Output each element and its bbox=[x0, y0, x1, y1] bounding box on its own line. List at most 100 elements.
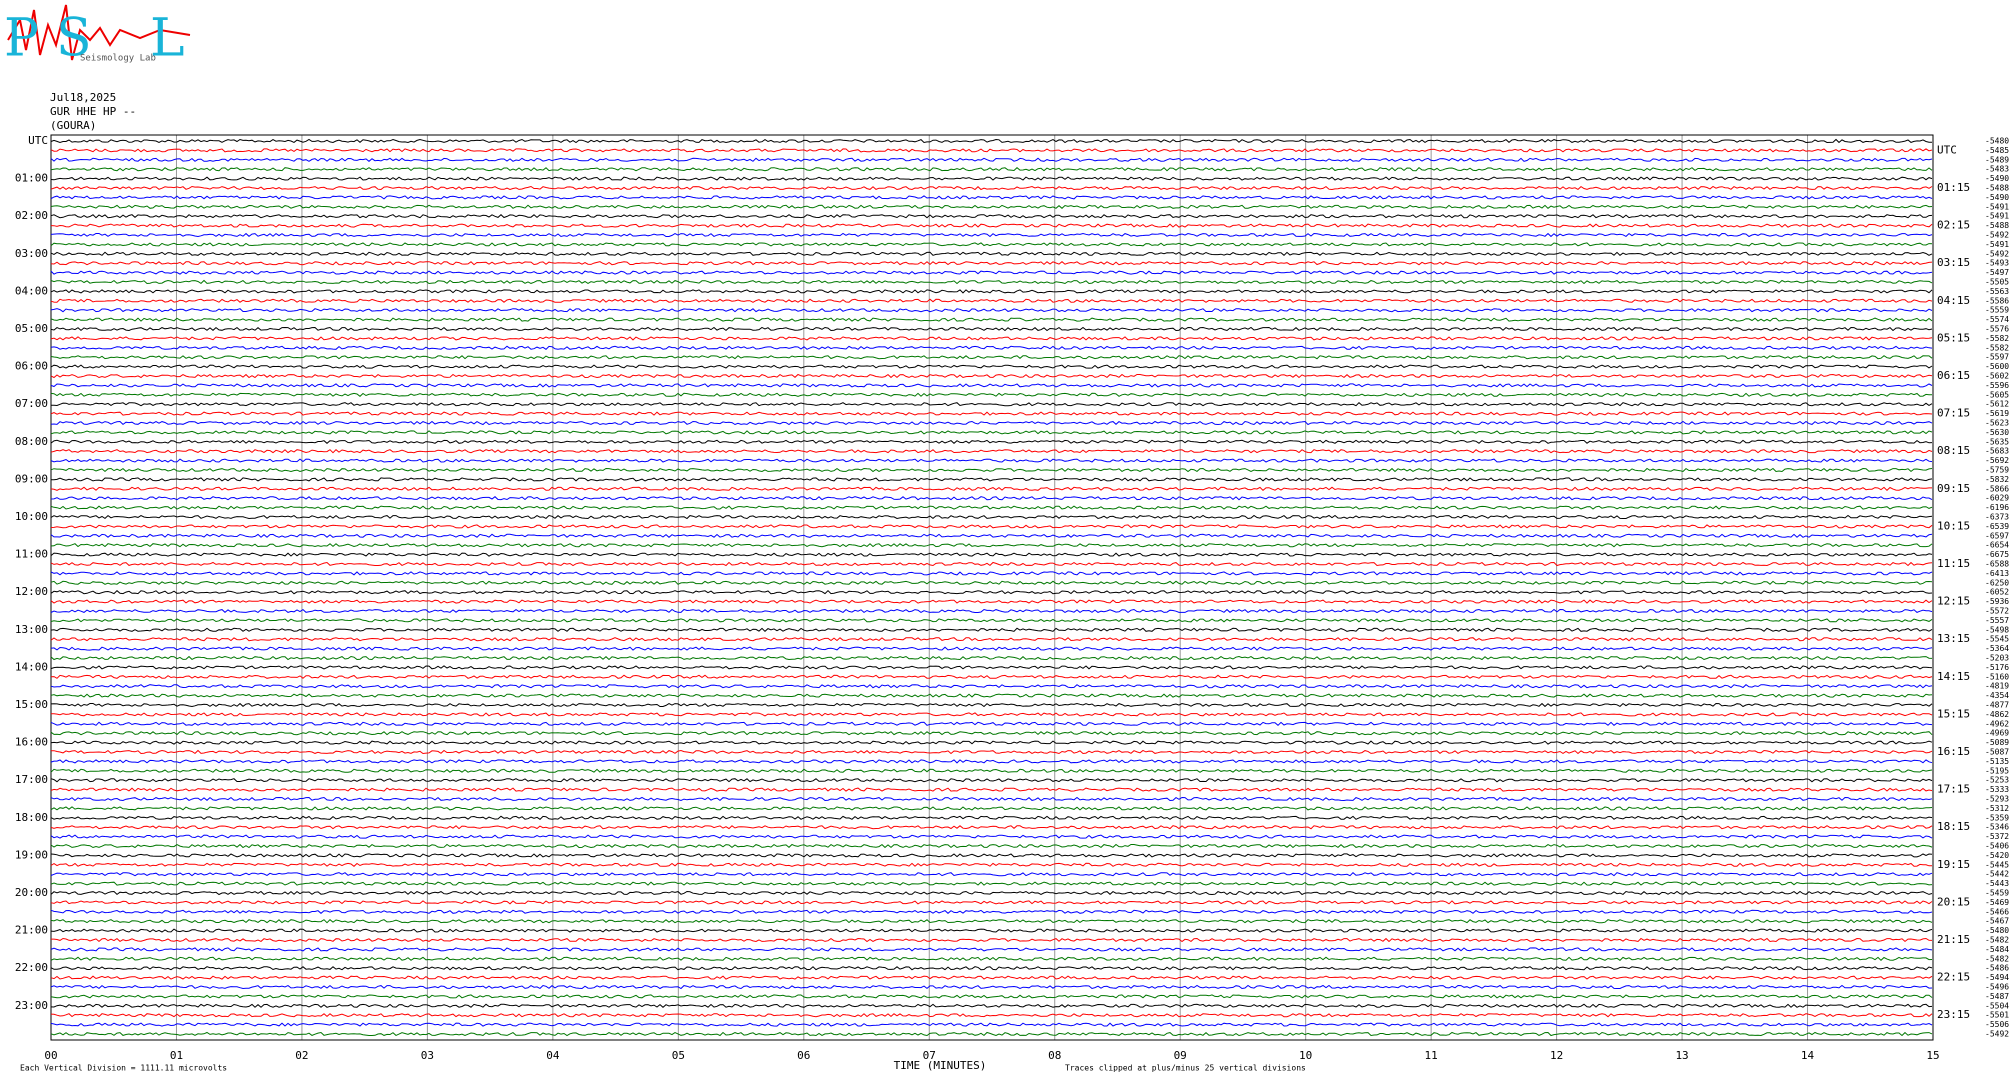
offset-label: -5406 bbox=[1985, 842, 2009, 851]
offset-label: -5491 bbox=[1985, 212, 2009, 221]
x-tick-label: 01 bbox=[170, 1049, 183, 1062]
trace bbox=[50, 138, 1932, 144]
x-label: TIME (MINUTES) bbox=[894, 1059, 987, 1072]
offset-label: -5486 bbox=[1985, 964, 2009, 973]
offset-label: -5466 bbox=[1985, 907, 2009, 916]
trace bbox=[50, 731, 1933, 736]
station: GUR HHE HP -- bbox=[50, 105, 136, 118]
offset-label: -5488 bbox=[1985, 184, 2009, 193]
left-time-label: 18:00 bbox=[15, 811, 48, 824]
left-time-label: 21:00 bbox=[15, 924, 48, 937]
offset-label: -5506 bbox=[1985, 1020, 2009, 1029]
trace bbox=[50, 458, 1933, 463]
trace bbox=[50, 627, 1933, 632]
offset-label: -6029 bbox=[1985, 494, 2009, 503]
right-time-label: 09:15 bbox=[1937, 482, 1970, 495]
right-time-label: 12:15 bbox=[1937, 595, 1970, 608]
trace bbox=[50, 505, 1933, 510]
offset-label: -5623 bbox=[1985, 419, 2009, 428]
offset-label: -5630 bbox=[1985, 428, 2009, 437]
right-time-label: 22:15 bbox=[1937, 971, 1970, 984]
left-time-label: 02:00 bbox=[15, 209, 48, 222]
trace bbox=[50, 392, 1933, 397]
date: Jul18,2025 bbox=[50, 91, 116, 104]
offset-label: -5445 bbox=[1985, 860, 2009, 869]
trace bbox=[50, 232, 1933, 238]
offset-label: -5563 bbox=[1985, 287, 2009, 296]
footer-clip: Traces clipped at plus/minus 25 vertical… bbox=[1065, 1064, 1306, 1073]
right-time-label: 19:15 bbox=[1937, 858, 1970, 871]
trace bbox=[50, 806, 1933, 811]
offset-label: -4969 bbox=[1985, 729, 2009, 738]
offset-label: -5135 bbox=[1985, 757, 2009, 766]
left-time-label: 07:00 bbox=[15, 397, 48, 410]
trace bbox=[50, 1031, 1933, 1037]
offset-label: -5612 bbox=[1985, 400, 2009, 409]
offset-label: -5866 bbox=[1985, 484, 2009, 493]
trace bbox=[50, 994, 1933, 999]
offset-label: -5420 bbox=[1985, 851, 2009, 860]
left-time-label: 14:00 bbox=[15, 660, 48, 673]
offset-label: -5491 bbox=[1985, 240, 2009, 249]
offset-label: -5545 bbox=[1985, 635, 2009, 644]
right-time-label: 03:15 bbox=[1937, 256, 1970, 269]
trace bbox=[50, 195, 1933, 200]
offset-label: -5619 bbox=[1985, 409, 2009, 418]
right-time-label: 15:15 bbox=[1937, 707, 1970, 720]
x-tick-label: 04 bbox=[546, 1049, 560, 1062]
trace bbox=[50, 242, 1933, 247]
trace bbox=[50, 1022, 1933, 1027]
trace bbox=[50, 674, 1933, 679]
offset-label: -4962 bbox=[1985, 719, 2009, 728]
offset-label: -6588 bbox=[1985, 560, 2009, 569]
trace bbox=[50, 345, 1933, 350]
left-time-label: 05:00 bbox=[15, 322, 48, 335]
trace bbox=[51, 937, 1933, 943]
offset-label: -5576 bbox=[1985, 325, 2009, 334]
trace bbox=[51, 712, 1933, 717]
trace bbox=[50, 580, 1933, 585]
trace bbox=[50, 702, 1933, 708]
offset-label: -5490 bbox=[1985, 174, 2009, 183]
offset-label: -5596 bbox=[1985, 381, 2009, 390]
right-time-label: 07:15 bbox=[1937, 407, 1970, 420]
x-tick-label: 09 bbox=[1174, 1049, 1187, 1062]
trace bbox=[50, 261, 1933, 266]
offset-label: -5597 bbox=[1985, 353, 2009, 362]
left-time-label: 04:00 bbox=[15, 284, 48, 297]
trace bbox=[50, 796, 1933, 802]
trace bbox=[50, 862, 1932, 867]
offset-label: -5087 bbox=[1985, 748, 2009, 757]
trace bbox=[50, 167, 1933, 172]
right-time-label: UTC bbox=[1937, 143, 1957, 156]
offset-label: -6654 bbox=[1985, 541, 2009, 550]
logo-s: S bbox=[56, 9, 92, 69]
offset-label: -5482 bbox=[1985, 954, 2009, 963]
offset-label: -5498 bbox=[1985, 625, 2009, 634]
x-tick-label: 12 bbox=[1550, 1049, 1563, 1062]
trace bbox=[50, 928, 1933, 933]
trace bbox=[50, 900, 1933, 905]
logo-l: L bbox=[150, 9, 185, 69]
trace bbox=[50, 843, 1933, 849]
trace bbox=[50, 825, 1933, 830]
right-time-label: 05:15 bbox=[1937, 331, 1970, 344]
offset-label: -5492 bbox=[1985, 1030, 2009, 1039]
offset-label: -4862 bbox=[1985, 710, 2009, 719]
right-time-label: 20:15 bbox=[1937, 895, 1970, 908]
trace bbox=[50, 439, 1933, 444]
right-time-label: 14:15 bbox=[1937, 670, 1970, 683]
x-tick-label: 07 bbox=[923, 1049, 936, 1062]
offset-label: -6052 bbox=[1985, 588, 2009, 597]
offset-label: -6250 bbox=[1985, 578, 2009, 587]
offset-label: -5467 bbox=[1985, 917, 2009, 926]
offset-label: -4819 bbox=[1985, 682, 2009, 691]
x-tick-label: 15 bbox=[1926, 1049, 1939, 1062]
offset-label: -5203 bbox=[1985, 654, 2009, 663]
plot-frame bbox=[50, 134, 1934, 1041]
offset-label: -5359 bbox=[1985, 813, 2009, 822]
x-tick-label: 02 bbox=[295, 1049, 308, 1062]
trace bbox=[50, 176, 1933, 181]
offset-label: -5312 bbox=[1985, 804, 2009, 813]
